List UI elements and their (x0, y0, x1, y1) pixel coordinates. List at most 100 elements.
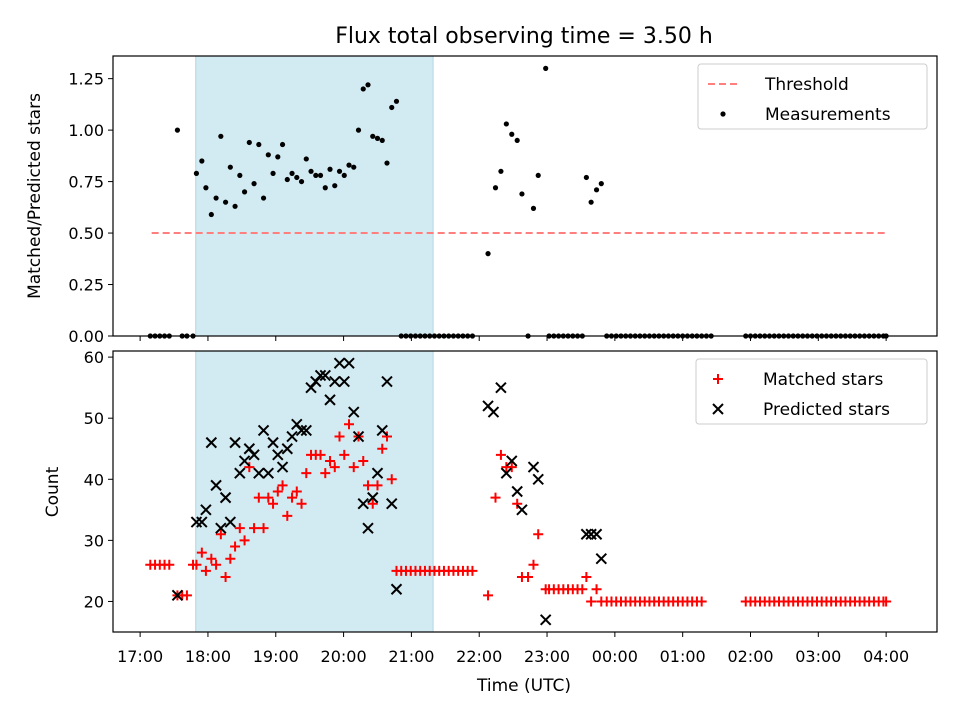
matched-point (495, 449, 506, 460)
matched-point (296, 498, 307, 509)
measurement-point (593, 187, 600, 193)
matched-point (220, 572, 231, 583)
matched-point (339, 449, 350, 460)
matched-point (234, 523, 245, 534)
count-series-matched-stars (145, 419, 892, 607)
legend-matched-marker (713, 374, 723, 384)
x-tick-label: 03:00 (795, 647, 841, 666)
measurement-point (303, 156, 309, 162)
measurement-point (370, 133, 376, 139)
measurement-point (393, 98, 400, 104)
predicted-point (224, 516, 237, 528)
predicted-point (590, 528, 603, 540)
count-legend-box (695, 358, 928, 425)
measurement-point (241, 189, 248, 195)
matched-point (348, 462, 359, 473)
measurement-point (317, 172, 324, 179)
measurement-point (583, 174, 589, 181)
matched-point (483, 590, 494, 601)
matched-point (381, 431, 392, 442)
matched-point (586, 596, 597, 607)
ratio-shaded-interval (195, 55, 434, 337)
matched-point (386, 474, 397, 485)
measurement-point (332, 183, 338, 189)
predicted-point (338, 375, 350, 388)
measurement-point (389, 104, 395, 111)
measurement-point (193, 170, 200, 176)
predicted-point (276, 461, 289, 473)
predicted-point (210, 479, 222, 492)
ratio-legend: Threshold Measurements (697, 63, 928, 130)
measurement-point (598, 181, 604, 187)
predicted-point (257, 424, 270, 437)
predicted-point (219, 491, 232, 504)
count-y-tick-label: 20 (84, 592, 104, 611)
predicted-point (329, 375, 341, 388)
measurement-point (222, 199, 229, 205)
matched-point (258, 523, 269, 534)
matched-point (367, 498, 378, 509)
matched-point (523, 572, 534, 583)
count-y-tick-label: 60 (84, 348, 104, 367)
measurement-point (279, 141, 286, 148)
matched-point (315, 449, 326, 460)
matched-point (362, 480, 373, 491)
x-tick-label: 22:00 (456, 647, 502, 666)
chart-title: Flux total observing time = 3.50 h (335, 24, 713, 49)
legend-predicted-marker (712, 403, 724, 415)
measurement-point (351, 164, 357, 170)
predicted-point (487, 406, 500, 418)
measurement-point (313, 172, 319, 179)
measurement-point (543, 65, 549, 71)
measurement-point (384, 160, 390, 166)
matched-point (282, 510, 293, 521)
predicted-point (324, 394, 336, 406)
predicted-point (272, 449, 284, 461)
measurement-point (327, 166, 333, 172)
measurement-point (208, 211, 214, 218)
measurement-point (284, 176, 290, 183)
measurement-point (503, 121, 509, 127)
predicted-point (376, 424, 388, 437)
measurement-point (251, 181, 257, 187)
measurement-point (341, 172, 347, 179)
measurement-point (260, 195, 267, 201)
ratio-y-tick-label: 0.25 (68, 276, 104, 295)
matched-point (325, 455, 336, 466)
predicted-point (248, 449, 260, 461)
matched-point (334, 431, 345, 442)
measurement-point (308, 168, 314, 174)
matched-point (490, 492, 501, 503)
predicted-point (580, 528, 593, 540)
matched-point (320, 468, 331, 479)
predicted-point (333, 357, 346, 369)
matched-point (512, 498, 523, 509)
measurement-point (588, 199, 594, 205)
predicted-point (595, 552, 608, 565)
predicted-point (234, 467, 246, 479)
matched-point (377, 443, 388, 454)
x-tick-label: 17:00 (117, 647, 163, 666)
matched-point (263, 492, 274, 503)
matched-point (301, 468, 312, 479)
x-tick-label: 20:00 (321, 647, 367, 666)
matched-point (244, 462, 255, 473)
matched-point (696, 596, 707, 607)
x-tick-label: 01:00 (660, 647, 706, 666)
matched-point (191, 559, 202, 570)
matched-point (249, 523, 260, 534)
measurement-point (199, 158, 205, 164)
measurement-point (365, 82, 371, 88)
predicted-point (371, 467, 384, 479)
matched-point (253, 492, 264, 503)
predicted-point (171, 589, 184, 602)
predicted-point (253, 467, 265, 479)
matched-point (358, 455, 369, 466)
ratio-y-tick-label: 0.75 (68, 173, 104, 192)
measurement-point (355, 127, 362, 133)
predicted-point (343, 357, 355, 369)
predicted-point (238, 455, 251, 467)
measurement-point (218, 133, 224, 139)
matched-point (372, 480, 383, 491)
predicted-point (262, 467, 275, 479)
